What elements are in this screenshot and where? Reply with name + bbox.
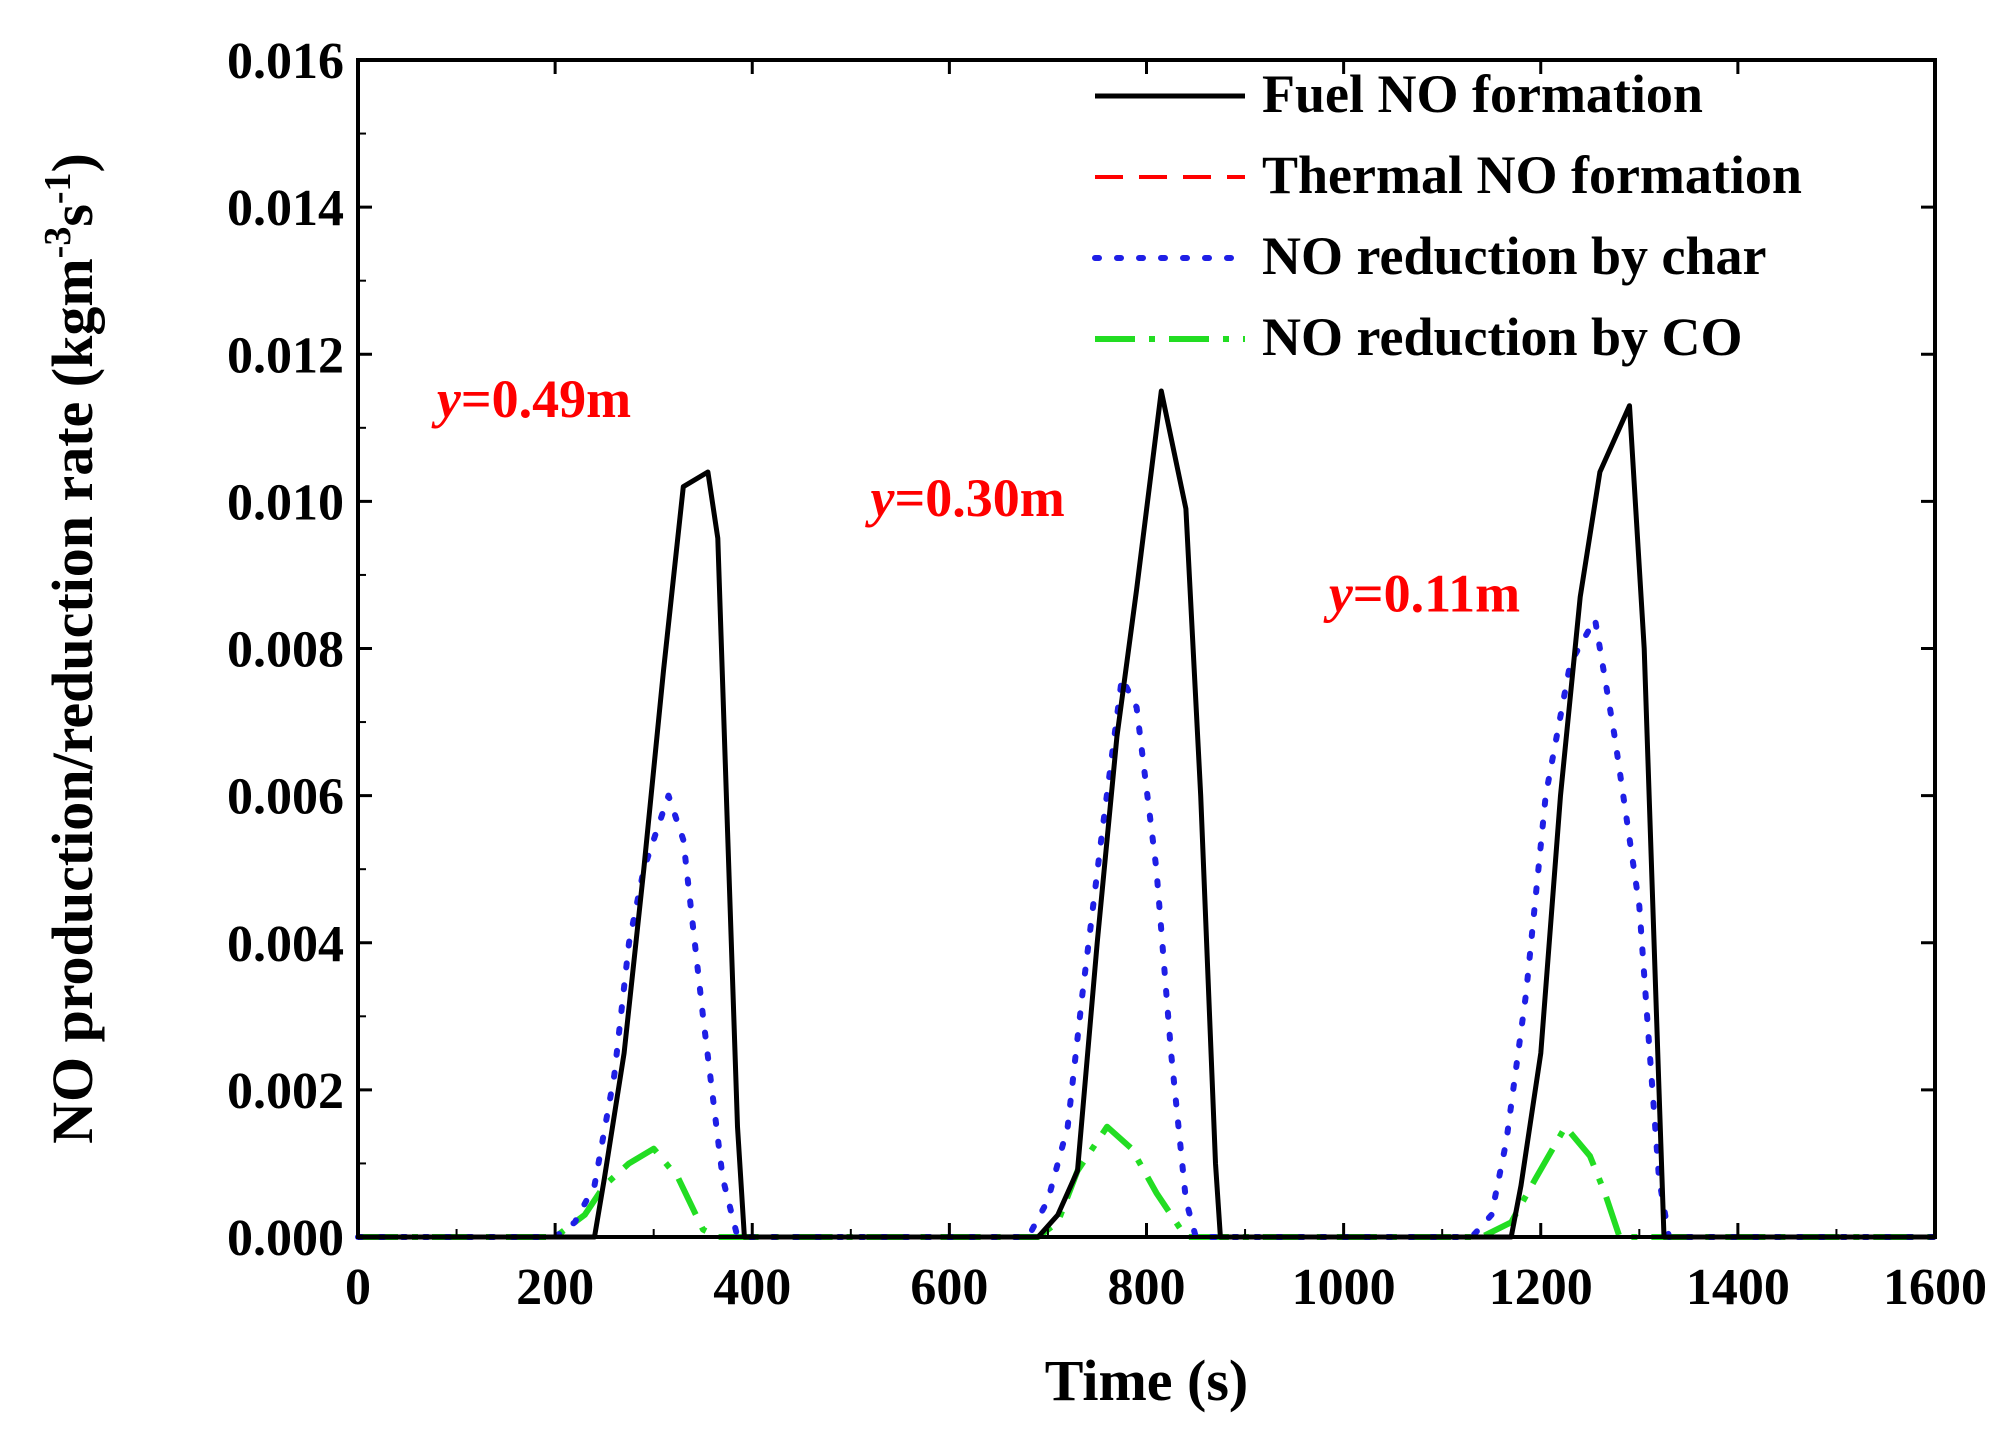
y-tick-label: 0.002 — [227, 1063, 344, 1120]
series-line-3 — [358, 1123, 1935, 1240]
legend-label-3: NO reduction by CO — [1262, 307, 1743, 367]
y-axis-title-mid: s — [40, 204, 105, 227]
y-tick-label: 0.000 — [227, 1210, 344, 1267]
x-tick-label: 1600 — [1883, 1259, 1987, 1316]
annotation-var: y — [865, 468, 896, 528]
y-tick-label: 0.010 — [227, 474, 344, 531]
x-tick-label: 1400 — [1686, 1259, 1790, 1316]
series-line-2 — [355, 616, 1938, 1240]
x-tick-label: 400 — [713, 1259, 791, 1316]
legend: Fuel NO formation Thermal NO formation NO … — [1092, 64, 1802, 367]
y-tick-label: 0.004 — [227, 916, 344, 973]
y-axis-title: NO production/reduction rate (kgm-3s-1) — [37, 153, 105, 1144]
annotation-var: y — [431, 369, 462, 429]
x-tick-label: 1200 — [1489, 1259, 1593, 1316]
x-tick-label: 800 — [1108, 1259, 1186, 1316]
y-tick-label: 0.016 — [227, 33, 344, 90]
y-axis-title-close: ) — [40, 153, 105, 172]
series-line-0 — [358, 388, 1935, 1240]
series-layer — [355, 388, 1938, 1240]
annotation-var: y — [1323, 564, 1354, 624]
annotation-0: y=0.49m — [431, 369, 631, 429]
y-tick-label: 0.008 — [227, 622, 344, 679]
legend-label-2: NO reduction by char — [1262, 226, 1767, 286]
annotation-value: =0.30m — [894, 468, 1064, 528]
y-axis-title-main: NO production/reduction rate (kgm — [40, 258, 105, 1144]
x-tick-label: 200 — [516, 1259, 594, 1316]
y-tick-label: 0.012 — [227, 327, 344, 384]
y-tick-label: 0.006 — [227, 769, 344, 826]
x-axis: 0 200 400 600 800 1000 1200 1400 1600 — [345, 60, 1987, 1316]
x-tick-label: 0 — [345, 1259, 371, 1316]
y-axis: 0.000 0.002 0.004 0.006 0.008 0.010 0.012 0.014… — [227, 33, 1935, 1267]
annotation-1: y=0.30m — [865, 468, 1065, 528]
legend-label-1: Thermal NO formation — [1262, 145, 1802, 205]
x-axis-title: Time (s) — [1045, 1348, 1249, 1413]
y-axis-title-sup1: -3 — [37, 227, 79, 259]
annotation-value: =0.11m — [1353, 564, 1520, 624]
x-tick-label: 1000 — [1292, 1259, 1396, 1316]
x-tick-label: 600 — [910, 1259, 988, 1316]
y-axis-title-sup2: -1 — [37, 172, 79, 204]
annotation-value: =0.49m — [461, 369, 631, 429]
legend-label-0: Fuel NO formation — [1262, 64, 1703, 124]
y-tick-label: 0.014 — [227, 180, 344, 237]
annotation-2: y=0.11m — [1323, 564, 1520, 624]
